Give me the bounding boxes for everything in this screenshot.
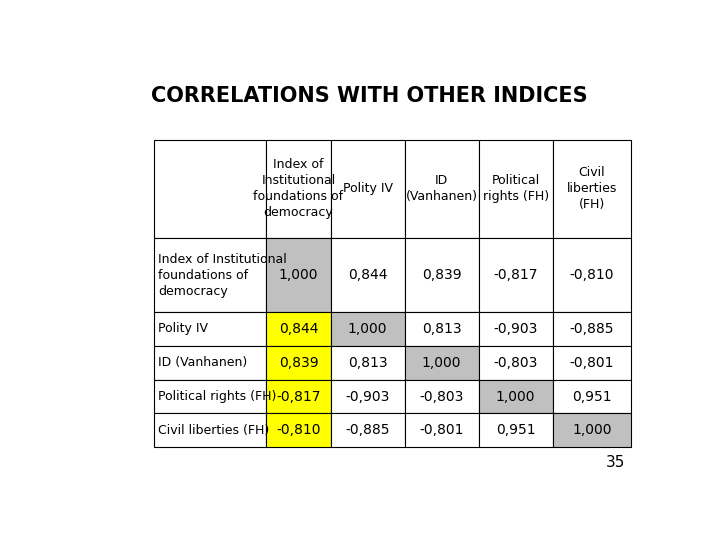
Bar <box>154 140 266 238</box>
Text: -0,817: -0,817 <box>276 389 320 403</box>
Text: ID
(Vanhanen): ID (Vanhanen) <box>405 174 477 204</box>
Text: 0,844: 0,844 <box>279 322 318 336</box>
Text: -0,817: -0,817 <box>493 268 538 282</box>
Bar <box>154 380 266 414</box>
Bar <box>405 380 479 414</box>
Bar <box>479 346 552 380</box>
Text: -0,810: -0,810 <box>570 268 614 282</box>
Bar <box>479 380 552 414</box>
Text: Index of Institutional
foundations of
democracy: Index of Institutional foundations of de… <box>158 253 287 298</box>
Text: 0,844: 0,844 <box>348 268 387 282</box>
Bar <box>266 238 330 312</box>
Bar <box>405 312 479 346</box>
Text: Civil liberties (FH): Civil liberties (FH) <box>158 424 269 437</box>
Bar <box>266 140 330 238</box>
Bar <box>154 346 266 380</box>
Text: 1,000: 1,000 <box>422 356 462 370</box>
Bar <box>405 140 479 238</box>
Text: -0,810: -0,810 <box>276 423 320 437</box>
Text: -0,801: -0,801 <box>570 356 614 370</box>
Text: Political
rights (FH): Political rights (FH) <box>482 174 549 204</box>
Text: -0,903: -0,903 <box>493 322 538 336</box>
Bar <box>479 238 552 312</box>
Text: 1,000: 1,000 <box>572 423 612 437</box>
Bar <box>266 346 330 380</box>
Text: 1,000: 1,000 <box>348 322 387 336</box>
Text: 1,000: 1,000 <box>496 389 535 403</box>
Bar <box>330 312 405 346</box>
Text: 0,839: 0,839 <box>279 356 318 370</box>
Text: Political rights (FH): Political rights (FH) <box>158 390 276 403</box>
Text: Polity IV: Polity IV <box>158 322 208 335</box>
Bar <box>552 380 631 414</box>
Text: -0,885: -0,885 <box>570 322 614 336</box>
Bar <box>552 414 631 447</box>
Text: 0,813: 0,813 <box>422 322 462 336</box>
Bar <box>266 312 330 346</box>
Bar <box>154 312 266 346</box>
Bar <box>330 380 405 414</box>
Text: 0,951: 0,951 <box>572 389 612 403</box>
Bar <box>330 140 405 238</box>
Bar <box>330 238 405 312</box>
Bar <box>266 380 330 414</box>
Text: Polity IV: Polity IV <box>343 183 392 195</box>
Text: -0,903: -0,903 <box>346 389 390 403</box>
Text: 0,839: 0,839 <box>422 268 462 282</box>
Bar <box>479 140 552 238</box>
Bar <box>266 414 330 447</box>
Bar <box>405 414 479 447</box>
Bar <box>154 414 266 447</box>
Text: Civil
liberties
(FH): Civil liberties (FH) <box>567 166 617 211</box>
Bar <box>330 414 405 447</box>
Bar <box>405 238 479 312</box>
Text: 35: 35 <box>606 455 626 470</box>
Text: 0,951: 0,951 <box>496 423 536 437</box>
Bar <box>154 238 266 312</box>
Text: 0,813: 0,813 <box>348 356 387 370</box>
Text: ID (Vanhanen): ID (Vanhanen) <box>158 356 248 369</box>
Bar <box>405 346 479 380</box>
Bar <box>479 312 552 346</box>
Text: CORRELATIONS WITH OTHER INDICES: CORRELATIONS WITH OTHER INDICES <box>150 85 588 106</box>
Bar <box>330 346 405 380</box>
Bar <box>552 140 631 238</box>
Bar <box>552 238 631 312</box>
Text: 1,000: 1,000 <box>279 268 318 282</box>
Text: Index of
Institutional
foundations of
democracy: Index of Institutional foundations of de… <box>253 158 343 219</box>
Text: -0,803: -0,803 <box>420 389 464 403</box>
Text: -0,801: -0,801 <box>419 423 464 437</box>
Text: -0,885: -0,885 <box>346 423 390 437</box>
Bar <box>552 346 631 380</box>
Bar <box>479 414 552 447</box>
Bar <box>552 312 631 346</box>
Text: -0,803: -0,803 <box>493 356 538 370</box>
